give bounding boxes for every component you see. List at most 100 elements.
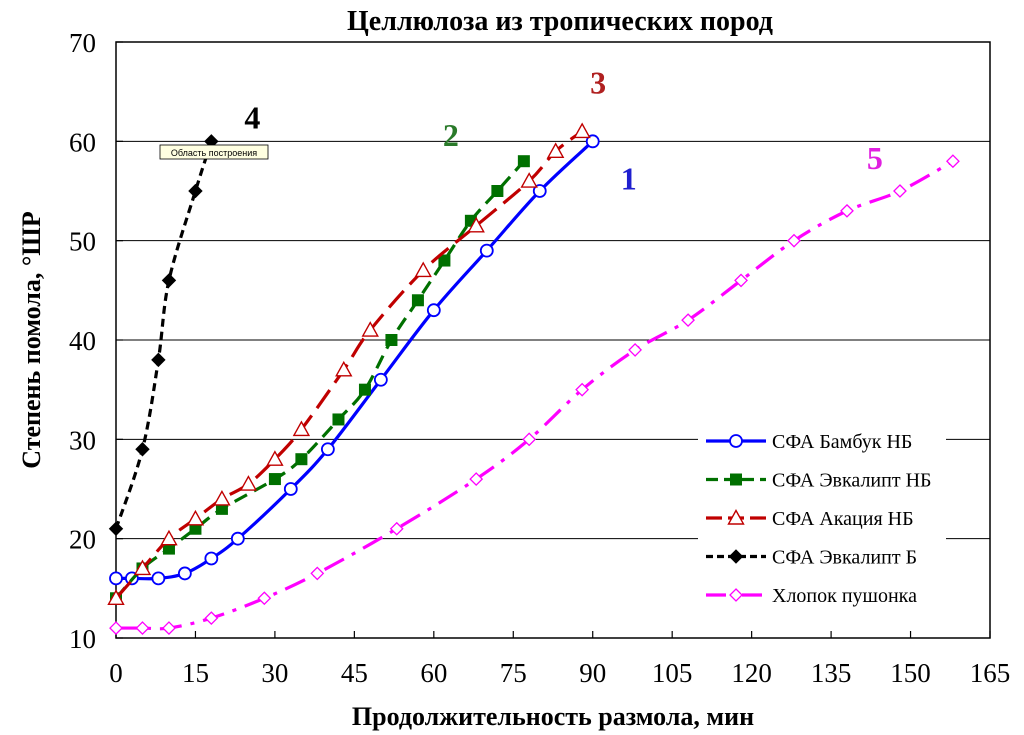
data-point	[108, 521, 124, 536]
data-point	[787, 233, 801, 248]
y-axis-label: Степень помола, °ШР	[17, 211, 46, 469]
y-tick-label: 30	[69, 425, 96, 455]
data-point	[628, 343, 643, 357]
legend-label: СФА Акация НБ	[772, 508, 914, 530]
data-point	[491, 185, 504, 197]
legend-label: СФА Эвкалипт Б	[772, 547, 917, 569]
data-point	[426, 303, 441, 318]
legend-swatch-marker	[730, 473, 742, 486]
data-point	[151, 352, 166, 368]
data-point	[532, 184, 547, 198]
x-axis-label: Продолжительность размола, мин	[352, 702, 754, 731]
x-tick-label: 75	[500, 658, 527, 688]
data-point	[320, 442, 335, 457]
data-point	[109, 571, 123, 586]
data-point	[257, 591, 272, 606]
data-point	[204, 551, 219, 566]
legend-swatch-marker	[729, 588, 743, 602]
y-tick-label: 10	[69, 624, 96, 654]
data-point	[734, 273, 748, 288]
data-point	[385, 334, 398, 346]
data-point	[239, 475, 258, 491]
x-tick-label: 105	[652, 658, 693, 688]
data-point	[213, 489, 231, 506]
y-tick-label: 50	[69, 227, 96, 257]
data-point	[109, 621, 123, 635]
data-point	[133, 559, 152, 576]
x-tick-label: 90	[579, 658, 606, 688]
series-3	[107, 122, 591, 605]
data-point	[373, 372, 388, 387]
y-tick-label: 40	[69, 326, 96, 356]
data-point	[204, 611, 219, 626]
data-point	[295, 453, 308, 466]
legend-item: СФА Эвкалипт НБ	[706, 470, 932, 492]
series-line	[114, 140, 213, 530]
data-point	[188, 183, 203, 199]
series-number-3: 3	[590, 64, 606, 100]
data-point	[135, 621, 150, 635]
data-point	[479, 243, 494, 258]
data-point	[335, 360, 353, 377]
data-point	[389, 521, 404, 536]
data-point	[230, 531, 245, 546]
data-point	[517, 155, 530, 168]
y-tick-label: 70	[69, 28, 96, 58]
series-5	[109, 154, 960, 635]
data-point	[186, 509, 205, 526]
data-point	[522, 432, 537, 447]
data-point	[268, 473, 281, 486]
series-number-4: 4	[244, 99, 260, 135]
x-tick-label: 0	[109, 658, 123, 688]
x-tick-label: 45	[341, 658, 368, 688]
series-line	[114, 130, 584, 600]
series-1	[109, 134, 600, 586]
data-point	[840, 203, 854, 218]
data-point	[266, 450, 284, 466]
legend-label: СФА Эвкалипт НБ	[772, 470, 932, 492]
legend-swatch-marker	[729, 434, 743, 448]
data-point	[585, 134, 600, 149]
data-point	[160, 529, 178, 546]
y-tick-label: 60	[69, 127, 96, 157]
x-tick-label: 60	[420, 658, 447, 688]
data-point	[575, 382, 590, 397]
data-point	[469, 472, 484, 486]
legend-item: СФА Бамбук НБ	[706, 431, 912, 453]
data-point	[467, 216, 485, 233]
legend: СФА Бамбук НБ СФА Эвкалипт НБ СФА Акация Н…	[698, 420, 946, 616]
data-point	[520, 172, 538, 188]
data-point	[161, 273, 177, 288]
data-point	[411, 294, 424, 307]
legend-item: СФА Акация НБ	[706, 508, 914, 530]
data-point	[361, 321, 379, 337]
x-tick-label: 30	[261, 658, 288, 688]
chart-title: Целлюлоза из тропических пород	[347, 6, 773, 37]
data-point	[283, 482, 298, 496]
data-point	[893, 184, 907, 198]
data-point	[414, 261, 432, 278]
data-point	[177, 566, 192, 581]
data-point	[573, 122, 591, 139]
series-number-labels: 1 2 3 4 5	[244, 64, 883, 196]
x-tick-label: 150	[890, 658, 931, 688]
series-layer	[107, 122, 960, 635]
series-number-1: 1	[621, 160, 637, 196]
series-number-2: 2	[443, 117, 459, 153]
tooltip-box	[159, 144, 269, 160]
legend-label: Хлопок пушонка	[772, 585, 917, 607]
series-4	[108, 134, 219, 536]
legend-swatch-marker	[728, 549, 744, 564]
data-point	[107, 589, 125, 605]
data-point	[135, 442, 150, 457]
legend-item: СФА Эвкалипт Б	[706, 547, 917, 569]
data-point	[310, 566, 325, 581]
data-point	[162, 621, 176, 635]
legend-label: СФА Бамбук НБ	[772, 431, 912, 453]
x-tick-label: 165	[970, 658, 1011, 688]
series-number-5: 5	[867, 140, 883, 176]
tooltip: Область построения	[159, 144, 269, 160]
data-point	[946, 154, 960, 169]
data-point	[546, 142, 565, 158]
